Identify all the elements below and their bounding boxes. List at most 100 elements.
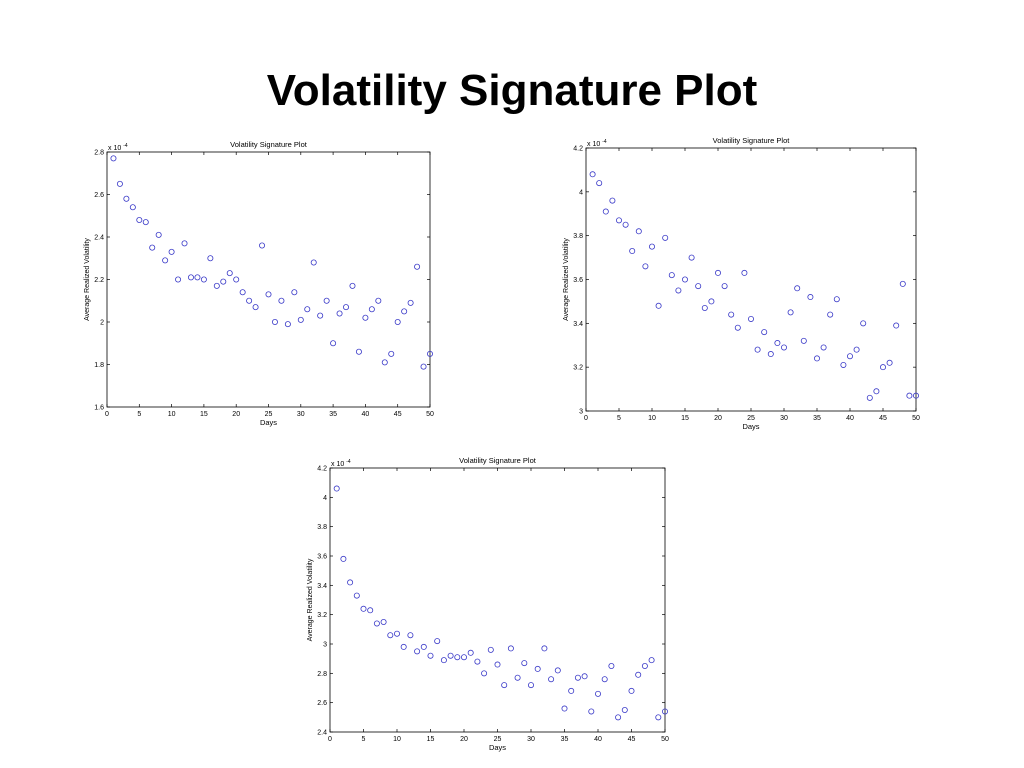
data-point: [695, 283, 702, 290]
x-tick-label: 45: [628, 736, 636, 743]
data-point: [123, 195, 130, 202]
data-point: [207, 255, 214, 262]
data-point: [380, 618, 387, 625]
y-tick-label: 2.6: [94, 192, 104, 199]
data-point: [866, 394, 873, 401]
data-point: [568, 687, 575, 694]
scatter-chart-top-left: Volatility Signature Plot x 10 -4 0 5 10 15 20…: [84, 140, 434, 427]
x-tick-label: 25: [747, 415, 755, 422]
data-point: [168, 248, 175, 255]
y-tick-label: 4.2: [317, 466, 327, 473]
data-point: [440, 657, 447, 664]
data-point: [407, 632, 414, 639]
data-point: [162, 257, 169, 264]
data-point: [527, 682, 534, 689]
data-point: [400, 643, 407, 650]
data-point: [813, 355, 820, 362]
y-tick-label: 3: [323, 642, 327, 649]
exponent-label: x 10 -4: [587, 139, 607, 148]
data-point: [860, 320, 867, 327]
data-point: [596, 180, 603, 187]
data-point: [387, 632, 394, 639]
data-point: [181, 240, 188, 247]
data-point: [521, 660, 528, 667]
exponent-label: x 10 -4: [108, 143, 128, 152]
data-point: [474, 658, 481, 665]
data-point: [642, 263, 649, 270]
data-point: [481, 670, 488, 677]
data-point: [879, 364, 886, 371]
x-tick-label: 35: [813, 415, 821, 422]
data-point: [701, 304, 708, 311]
x-axis-label: Days: [489, 743, 506, 752]
data-point: [873, 388, 880, 395]
data-point: [581, 673, 588, 680]
data-point: [853, 346, 860, 353]
data-point: [149, 244, 156, 251]
data-point: [347, 579, 354, 586]
data-point: [116, 180, 123, 187]
data-point: [454, 654, 461, 661]
x-tick-label: 10: [648, 415, 656, 422]
data-point: [420, 643, 427, 650]
x-tick-label: 20: [714, 415, 722, 422]
data-point: [800, 337, 807, 344]
data-point: [648, 657, 655, 664]
x-tick-label: 40: [594, 736, 602, 743]
x-tick-label: 30: [780, 415, 788, 422]
data-point: [787, 309, 794, 316]
data-point: [635, 671, 642, 678]
y-axis-label: Average Realized Volatility: [563, 238, 570, 321]
data-point: [367, 607, 374, 614]
data-point: [284, 321, 291, 328]
data-point: [467, 649, 474, 656]
y-tick-label: 3.2: [317, 612, 327, 619]
data-point: [734, 324, 741, 331]
data-point: [767, 351, 774, 358]
data-point: [360, 605, 367, 612]
x-tick-label: 10: [393, 736, 401, 743]
data-point: [487, 646, 494, 653]
x-tick-label: 30: [297, 411, 305, 418]
x-axis-label: Days: [260, 418, 277, 427]
data-point: [420, 363, 427, 370]
x-tick-label: 0: [328, 736, 332, 743]
y-tick-label: 3: [579, 409, 583, 416]
data-point: [912, 392, 919, 399]
data-point: [310, 259, 317, 266]
data-point: [414, 263, 421, 270]
data-point: [381, 359, 388, 366]
data-point: [373, 620, 380, 627]
chart-title: Volatility Signature Plot: [459, 456, 537, 465]
data-point: [317, 312, 324, 319]
y-axis-label: Average Realized Volatility: [84, 238, 91, 321]
data-point: [362, 314, 369, 321]
y-tick-label: 2.4: [94, 235, 104, 242]
data-point: [794, 285, 801, 292]
y-tick-label: 3.8: [573, 233, 583, 240]
data-point: [561, 705, 568, 712]
plot-area-frame: [329, 467, 666, 733]
x-tick-label: 20: [232, 411, 240, 418]
data-point: [840, 361, 847, 368]
data-point: [368, 306, 375, 313]
data-point: [661, 708, 668, 715]
x-tick-label: 15: [681, 415, 689, 422]
x-tick-label: 45: [879, 415, 887, 422]
y-tick-label: 3.4: [317, 583, 327, 590]
data-point: [194, 274, 201, 281]
data-point: [336, 310, 343, 317]
data-point: [628, 687, 635, 694]
data-point: [394, 318, 401, 325]
x-tick-label: 50: [426, 411, 434, 418]
x-tick-label: 25: [494, 736, 502, 743]
data-point: [501, 682, 508, 689]
x-tick-label: 15: [200, 411, 208, 418]
data-point: [899, 280, 906, 287]
data-point: [615, 714, 622, 721]
data-point: [774, 340, 781, 347]
data-point: [333, 485, 340, 492]
data-point: [291, 289, 298, 296]
data-point: [675, 287, 682, 294]
data-point: [388, 350, 395, 357]
